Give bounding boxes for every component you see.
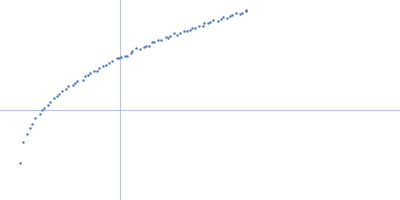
Point xyxy=(54,94,60,97)
Point xyxy=(122,54,129,57)
Point xyxy=(27,126,34,129)
Point xyxy=(176,31,183,35)
Point xyxy=(85,73,91,76)
Point xyxy=(65,84,72,88)
Point xyxy=(20,140,26,143)
Point xyxy=(109,59,115,63)
Point xyxy=(102,64,109,67)
Point xyxy=(239,11,245,15)
Point xyxy=(137,47,144,50)
Point xyxy=(118,55,124,58)
Point xyxy=(201,21,208,24)
Point xyxy=(106,62,112,65)
Point xyxy=(62,87,69,90)
Point xyxy=(86,71,93,75)
Point xyxy=(133,46,139,50)
Point xyxy=(174,33,180,36)
Point xyxy=(17,162,24,165)
Point xyxy=(45,103,51,107)
Point xyxy=(165,37,171,40)
Point xyxy=(215,19,221,22)
Point xyxy=(218,17,224,20)
Point xyxy=(70,84,76,87)
Point xyxy=(189,26,195,30)
Point xyxy=(41,106,48,109)
Point xyxy=(50,96,57,100)
Point xyxy=(36,112,43,116)
Point xyxy=(141,45,147,49)
Point xyxy=(180,30,187,33)
Point xyxy=(47,100,54,103)
Point xyxy=(74,79,81,82)
Point xyxy=(29,123,35,126)
Point xyxy=(32,117,38,120)
Point xyxy=(96,67,102,70)
Point xyxy=(143,44,150,48)
Point xyxy=(162,36,169,39)
Point xyxy=(94,69,100,72)
Point xyxy=(224,16,230,20)
Point xyxy=(171,32,178,35)
Point xyxy=(114,57,120,60)
Point xyxy=(149,41,156,44)
Point xyxy=(72,81,78,84)
Point xyxy=(196,24,202,27)
Point xyxy=(243,9,249,12)
Point xyxy=(199,24,206,27)
Point xyxy=(128,51,134,54)
Point xyxy=(227,14,233,17)
Point xyxy=(210,19,216,22)
Point xyxy=(81,75,88,78)
Point xyxy=(124,54,130,57)
Point xyxy=(237,12,243,15)
Point xyxy=(129,50,136,53)
Point xyxy=(55,92,62,96)
Point xyxy=(192,26,198,30)
Point xyxy=(155,39,161,42)
Point xyxy=(80,78,86,81)
Point xyxy=(243,8,249,11)
Point xyxy=(184,29,190,32)
Point xyxy=(158,39,164,42)
Point xyxy=(115,57,122,60)
Point xyxy=(39,108,45,111)
Point xyxy=(207,20,213,24)
Point xyxy=(233,12,239,15)
Point xyxy=(229,13,235,16)
Point xyxy=(204,22,211,25)
Point xyxy=(187,29,194,32)
Point xyxy=(220,15,226,18)
Point xyxy=(100,65,107,68)
Point xyxy=(166,34,173,37)
Point xyxy=(151,40,158,43)
Point xyxy=(90,70,97,73)
Point xyxy=(146,44,152,47)
Point xyxy=(24,132,30,136)
Point xyxy=(58,89,65,92)
